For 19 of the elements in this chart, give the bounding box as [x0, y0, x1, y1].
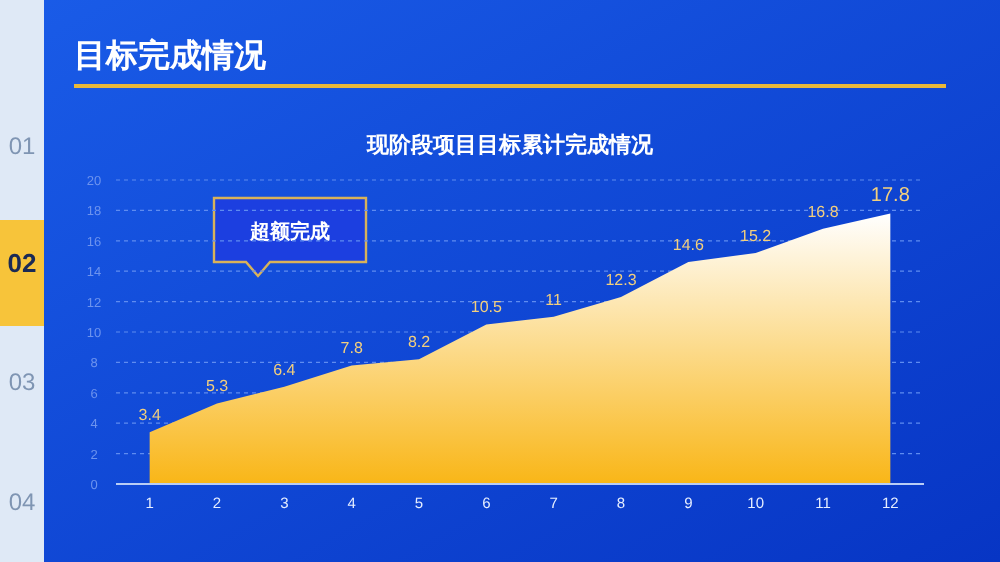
- data-label: 6.4: [273, 360, 297, 379]
- data-label: 14.6: [672, 236, 705, 255]
- annotation: 超额完成: [248, 220, 330, 244]
- data-label: 15.2: [740, 226, 773, 245]
- data-label: 16.8: [807, 202, 840, 221]
- data-label: 12.3: [605, 271, 638, 290]
- data-label: 7.8: [340, 339, 364, 358]
- data-label: 11: [545, 290, 564, 309]
- text: 02: [7, 248, 37, 278]
- text: 04: [8, 488, 36, 516]
- text: 01: [8, 132, 36, 160]
- chart-title: 目标完成情况: [74, 36, 268, 74]
- data-label: 3.4: [138, 406, 162, 425]
- data-label: 17.8: [870, 185, 911, 208]
- data-label: 10.5: [470, 298, 503, 317]
- chart-subtitle: 现阶段项目目标累计完成情况: [365, 132, 655, 158]
- text: 03: [8, 368, 36, 396]
- data-label: 5.3: [205, 377, 230, 396]
- data-label: 8.2: [407, 333, 432, 352]
